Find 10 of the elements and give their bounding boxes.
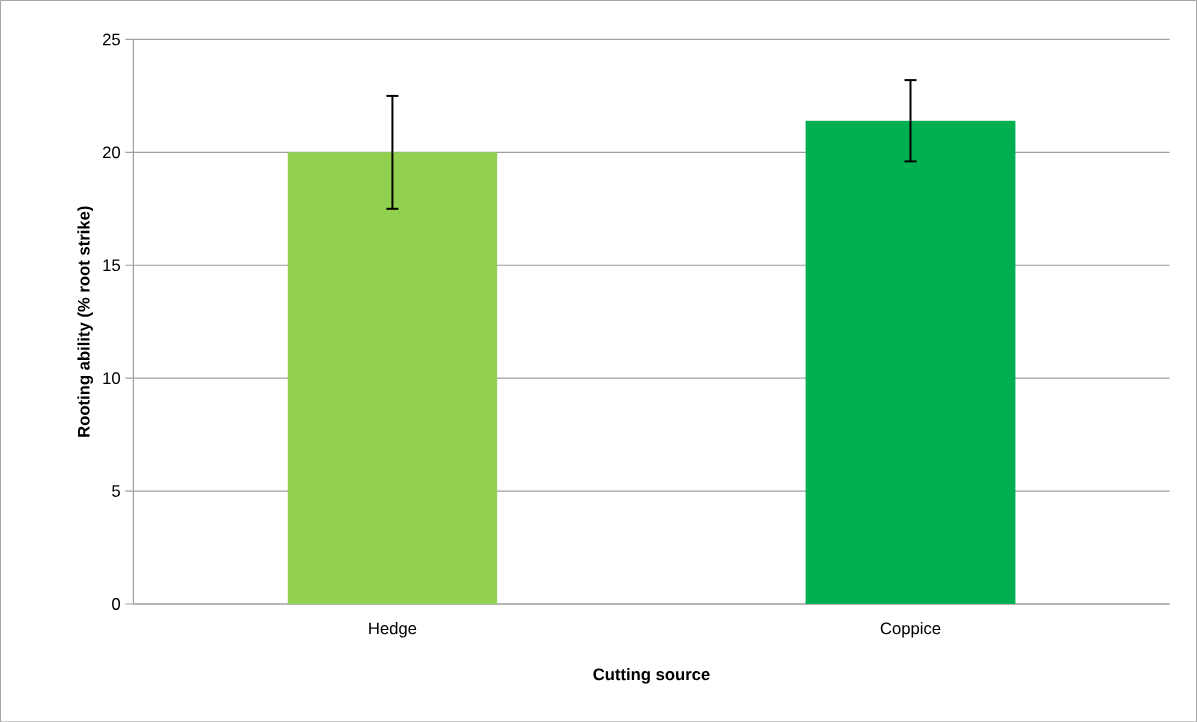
y-tick-label: 5 bbox=[112, 485, 120, 497]
y-tick-label: 10 bbox=[103, 372, 121, 384]
y-tick-label: 20 bbox=[103, 146, 121, 159]
y-tick-label: 15 bbox=[103, 259, 120, 271]
x-axis-title: Cutting source bbox=[593, 667, 710, 684]
x-tick-label: Hedge bbox=[369, 621, 417, 638]
y-axis-title: Rooting ability (% root strike) bbox=[77, 206, 94, 437]
y-tick-label: 25 bbox=[103, 33, 120, 46]
y-tick-label: 0 bbox=[112, 597, 121, 610]
x-tick-label: Coppice bbox=[880, 621, 941, 638]
